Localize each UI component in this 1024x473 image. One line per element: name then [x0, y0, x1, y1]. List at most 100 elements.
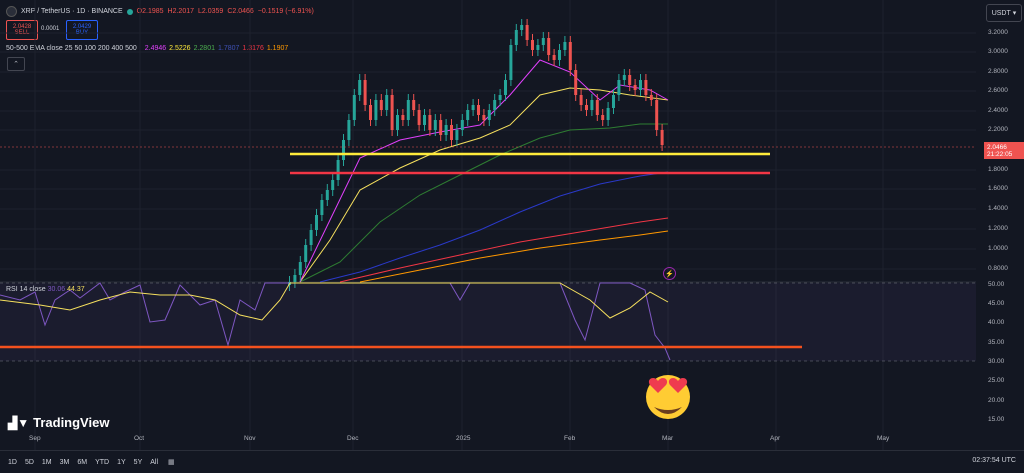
- time-tick: Feb: [564, 435, 576, 442]
- spread-value: 0.0001: [41, 26, 60, 32]
- candle: [369, 105, 372, 120]
- candle: [401, 115, 405, 120]
- rsi-tick: 40.00: [988, 319, 1005, 326]
- currency-select[interactable]: USDT ▾: [986, 4, 1022, 22]
- price-tick: 1.8000: [988, 166, 1008, 173]
- candle: [525, 25, 529, 40]
- timeframe-ytd[interactable]: YTD: [95, 458, 110, 466]
- candle: [547, 38, 551, 55]
- candle: [406, 100, 410, 120]
- rsi-legend[interactable]: RSI 14 close 30.06 44.37: [6, 286, 85, 293]
- symbol-title[interactable]: XRP / TetherUS · 1D · BINANCE: [21, 8, 123, 15]
- last-price: 2.0466: [987, 143, 1007, 151]
- candle: [320, 200, 324, 215]
- candle: [423, 115, 426, 125]
- timeframe-6m[interactable]: 6M: [77, 458, 88, 466]
- rsi-tick: 30.00: [988, 358, 1005, 365]
- candle: [412, 100, 416, 110]
- candle: [644, 80, 648, 95]
- candle: [601, 115, 605, 120]
- ema-200-line: [319, 171, 669, 283]
- candle: [552, 55, 556, 60]
- candle: [385, 95, 389, 110]
- rsi-tick: 25.00: [988, 377, 1005, 384]
- rsi-tick: 45.00: [988, 300, 1005, 307]
- candle: [347, 120, 351, 140]
- ema-500-line: [359, 230, 669, 283]
- candle: [568, 42, 572, 70]
- timeframe-1m[interactable]: 1M: [41, 458, 52, 466]
- candle: [482, 115, 486, 120]
- candle: [417, 110, 421, 125]
- candle: [579, 95, 583, 105]
- price-chart[interactable]: [0, 0, 976, 450]
- candle: [563, 42, 567, 50]
- candle: [595, 100, 599, 115]
- time-tick: Oct: [134, 435, 145, 442]
- price-tick: 2.6000: [988, 87, 1008, 94]
- tradingview-logo-icon: ▟▼: [8, 415, 30, 430]
- candle: [444, 125, 448, 135]
- price-tick: 2.4000: [988, 107, 1008, 114]
- timeframe-1y[interactable]: 1Y: [117, 458, 126, 466]
- candle: [352, 95, 356, 120]
- candle: [606, 108, 610, 120]
- candle: [536, 45, 540, 50]
- candle: [520, 25, 524, 30]
- candle: [574, 70, 578, 95]
- candle: [363, 80, 367, 105]
- rsi-label: RSI 14 close: [6, 286, 46, 293]
- candle: [531, 40, 534, 50]
- ema-value: 1.1907: [266, 45, 289, 52]
- buy-price: 2.0429: [72, 24, 92, 30]
- candle: [466, 110, 470, 120]
- candle: [558, 50, 561, 60]
- high-value: H2.2017: [167, 8, 194, 15]
- ema-400-line: [339, 217, 669, 283]
- time-tick: Nov: [244, 435, 256, 442]
- candle: [455, 130, 459, 140]
- timeframe-all[interactable]: All: [150, 458, 159, 466]
- candle: [617, 80, 621, 95]
- rsi-band: [0, 283, 976, 361]
- ema-50-line: [299, 87, 669, 283]
- timeframe-1d[interactable]: 1D: [8, 458, 17, 466]
- rsi-axis[interactable]: 50.00 45.00 40.00 35.00 30.00 25.00 20.00 15.00: [976, 281, 1024, 432]
- lightning-icon[interactable]: ⚡: [663, 267, 676, 280]
- candle: [342, 140, 345, 160]
- candle: [514, 30, 518, 45]
- price-axis[interactable]: 3.2000 3.0000 2.8000 2.6000 2.4000 2.2000 1.80…: [976, 0, 1024, 282]
- candle: [439, 120, 443, 135]
- change-value: −0.1519 (−6.91%): [257, 8, 314, 15]
- price-tick: 3.0000: [988, 48, 1008, 55]
- ema-indicator-legend[interactable]: 50-500 EMA close 25 50 100 200 400 500 2…: [6, 45, 288, 52]
- price-tick: 1.0000: [988, 245, 1008, 252]
- candle: [649, 95, 653, 100]
- ema-100-line: [299, 123, 668, 283]
- candle: [477, 105, 480, 115]
- calendar-icon[interactable]: ▦: [168, 459, 175, 466]
- time-tick: May: [877, 435, 890, 442]
- collapse-legend-button[interactable]: ⌃: [7, 57, 25, 71]
- candle: [428, 115, 432, 130]
- last-price-badge: 2.0466 21:22:05: [984, 142, 1024, 159]
- rsi-ma-value: 44.37: [67, 286, 85, 293]
- candle: [471, 105, 475, 110]
- price-tick: 2.8000: [988, 68, 1008, 75]
- candle: [315, 215, 318, 230]
- timeframe-5d[interactable]: 5D: [24, 458, 34, 466]
- tradingview-logo[interactable]: ▟▼ TradingView: [8, 415, 109, 430]
- candle: [660, 130, 664, 145]
- low-value: L2.0359: [198, 8, 224, 15]
- candle: [585, 105, 588, 110]
- candle: [331, 180, 335, 190]
- timeframe-3m[interactable]: 3M: [59, 458, 70, 466]
- candle: [655, 100, 659, 130]
- ema-value: 2.4946: [144, 45, 167, 52]
- candle: [504, 80, 507, 95]
- countdown: 21:22:05: [987, 150, 1013, 158]
- price-tick: 1.2000: [988, 225, 1008, 232]
- ema-label: 50-500 EMA close 25 50 100 200 400 500: [6, 45, 137, 52]
- timeframe-5y[interactable]: 5Y: [133, 458, 143, 466]
- candle: [509, 45, 513, 80]
